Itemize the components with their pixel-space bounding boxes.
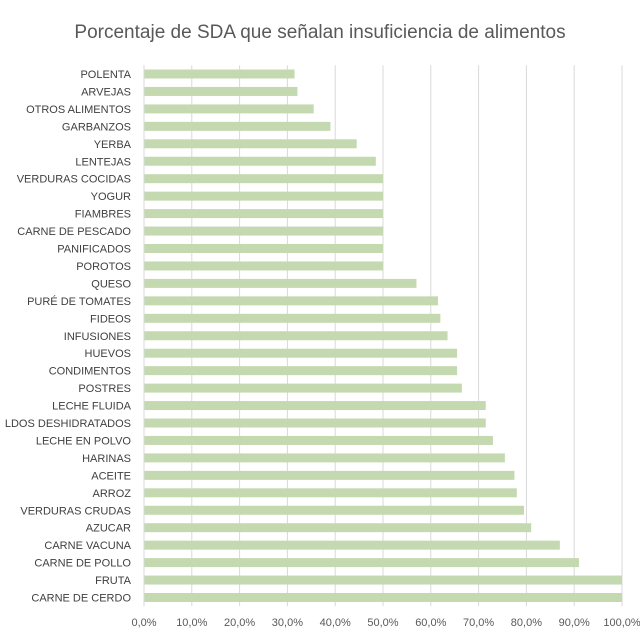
x-tick-label: 30,0% — [272, 617, 303, 629]
x-tick-label: 70,0% — [463, 617, 494, 629]
category-label: CARNE VACUNA — [44, 540, 131, 552]
bar — [144, 278, 417, 288]
category-label: CARNE DE CERDO — [31, 593, 131, 605]
bar — [144, 453, 505, 463]
category-label: YERBA — [94, 139, 132, 151]
bar — [144, 331, 448, 341]
bar — [144, 505, 525, 515]
x-tick-label: 20,0% — [224, 617, 255, 629]
category-label: FIAMBRES — [75, 209, 131, 221]
category-label: FRUTA — [95, 575, 132, 587]
category-label: OTROS ALIMENTOS — [26, 104, 131, 116]
category-label: LECHE FLUIDA — [52, 401, 132, 413]
x-tick-label: 60,0% — [415, 617, 446, 629]
bar — [144, 86, 298, 96]
bar — [144, 418, 486, 428]
category-label: AZUCAR — [86, 523, 131, 535]
bar — [144, 174, 383, 184]
chart-title: Porcentaje de SDA que señalan insuficien… — [74, 22, 566, 43]
bar — [144, 470, 515, 480]
x-tick-label: 0,0% — [131, 617, 156, 629]
bar — [144, 191, 383, 201]
category-label: ARROZ — [93, 488, 132, 500]
bar — [144, 296, 438, 306]
category-label: VERDURAS COCIDAS — [17, 174, 131, 186]
bar — [144, 401, 486, 411]
bar — [144, 313, 441, 323]
bar — [144, 226, 383, 236]
bar — [144, 69, 295, 79]
category-label: HARINAS — [82, 453, 131, 465]
bar — [144, 139, 357, 149]
x-tick-label: 100,0% — [603, 617, 640, 629]
bar — [144, 435, 493, 445]
x-tick-label: 80,0% — [511, 617, 542, 629]
bar — [144, 383, 462, 393]
category-label: GARBANZOS — [62, 121, 131, 133]
bar — [144, 104, 314, 114]
category-label: POROTOS — [76, 261, 131, 273]
bar — [144, 209, 383, 219]
category-label: LDOS DESHIDRATADOS — [5, 418, 131, 430]
x-tick-label: 10,0% — [176, 617, 207, 629]
x-tick-label: 40,0% — [320, 617, 351, 629]
bar — [144, 121, 331, 131]
bar — [144, 366, 458, 376]
category-label: CARNE DE PESCADO — [17, 226, 131, 238]
category-label: INFUSIONES — [64, 331, 131, 343]
category-label: FIDEOS — [90, 313, 131, 325]
category-label: POLENTA — [80, 69, 131, 81]
bar — [144, 575, 622, 585]
category-label: POSTRES — [78, 383, 131, 395]
bar — [144, 156, 376, 166]
bar — [144, 244, 383, 253]
category-label: LECHE EN POLVO — [36, 435, 132, 447]
bar — [144, 523, 532, 533]
category-label: ARVEJAS — [81, 86, 131, 98]
category-label: HUEVOS — [85, 348, 131, 360]
category-label: ACEITE — [91, 470, 131, 482]
x-tick-label: 50,0% — [367, 617, 398, 629]
bar — [144, 261, 383, 271]
category-label: LENTEJAS — [75, 156, 131, 168]
category-label: PANIFICADOS — [57, 244, 131, 256]
x-tick-label: 90,0% — [559, 617, 590, 629]
bar — [144, 488, 517, 498]
bar — [144, 593, 622, 602]
category-label: CONDIMENTOS — [49, 366, 131, 378]
bar — [144, 348, 458, 358]
bar — [144, 540, 560, 550]
category-label: CARNE DE POLLO — [34, 558, 131, 570]
category-label: QUESO — [91, 278, 131, 290]
category-label: YOGUR — [91, 191, 131, 203]
category-label: VERDURAS CRUDAS — [20, 505, 131, 517]
bar — [144, 558, 579, 568]
category-label: PURÉ DE TOMATES — [27, 295, 131, 308]
